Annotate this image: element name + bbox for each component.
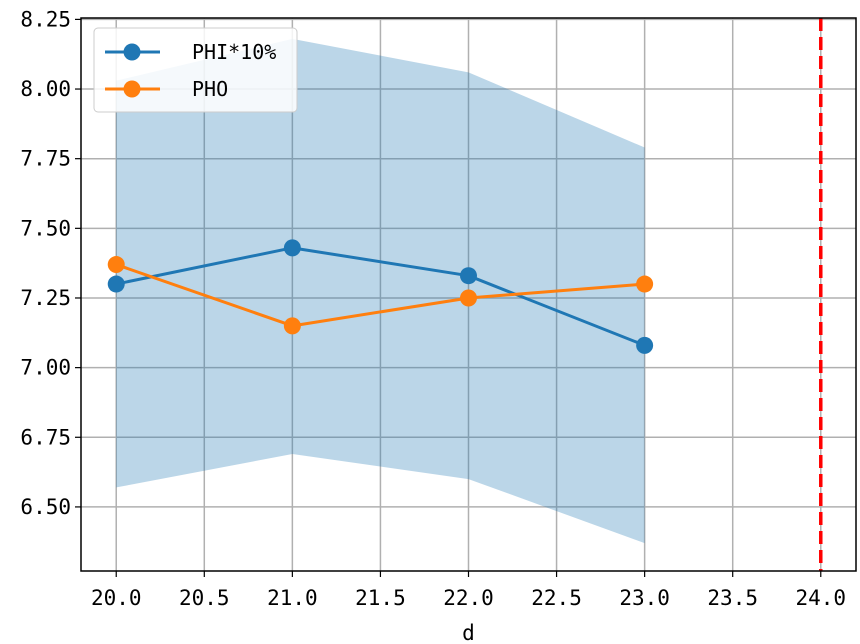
x-tick-label: 23.5 <box>707 586 758 610</box>
legend-box <box>93 27 298 113</box>
y-axis-ticks: 6.50 6.75 7.00 7.25 7.50 7.75 8.00 8.25 <box>20 7 81 519</box>
x-tick-label: 21.0 <box>267 586 318 610</box>
data-point <box>107 275 125 293</box>
series-line <box>115 246 646 347</box>
x-tick-label: 24.0 <box>795 586 846 610</box>
data-point <box>636 275 654 293</box>
x-tick-label: 21.5 <box>355 586 406 610</box>
y-tick-label: 7.00 <box>20 356 71 380</box>
confidence-band-layer <box>116 38 645 544</box>
series-2 <box>107 256 654 335</box>
y-tick-label: 6.75 <box>20 425 71 449</box>
y-tick-label: 7.25 <box>20 286 71 310</box>
data-point <box>283 317 301 335</box>
x-tick-label: 20.5 <box>179 586 230 610</box>
legend-item: PHI*10% <box>105 40 276 64</box>
data-point <box>283 239 301 257</box>
series-1 <box>107 239 654 354</box>
x-tick-label: 22.5 <box>531 586 582 610</box>
legend-item: PHO <box>105 77 228 101</box>
legend-label: PHO <box>192 77 228 101</box>
y-tick-label: 6.50 <box>20 495 71 519</box>
y-tick-label: 8.25 <box>20 7 71 31</box>
y-tick-label: 8.00 <box>20 77 71 101</box>
x-tick-label: 20.0 <box>91 586 142 610</box>
y-tick-label: 7.50 <box>20 216 71 240</box>
x-axis-ticks: 20.0 20.5 21.0 21.5 22.0 22.5 23.0 23.5 24.0 <box>91 571 846 610</box>
legend-label: PHI*10% <box>192 40 276 64</box>
series-line <box>115 263 645 328</box>
legend: PHI*10% PHO <box>93 27 298 113</box>
x-tick-label: 22.0 <box>443 586 494 610</box>
x-tick-label: 23.0 <box>619 586 670 610</box>
data-point <box>460 289 477 307</box>
x-axis-label: d <box>462 621 475 644</box>
legend-items: PHI*10% PHO <box>105 40 276 101</box>
data-point <box>107 256 125 274</box>
series-layer <box>107 239 654 354</box>
data-point <box>460 267 477 285</box>
confidence-band <box>116 38 645 544</box>
legend-swatch-marker <box>123 80 141 98</box>
y-tick-label: 7.75 <box>20 147 71 171</box>
data-point <box>636 336 654 354</box>
legend-swatch-marker <box>123 43 141 61</box>
